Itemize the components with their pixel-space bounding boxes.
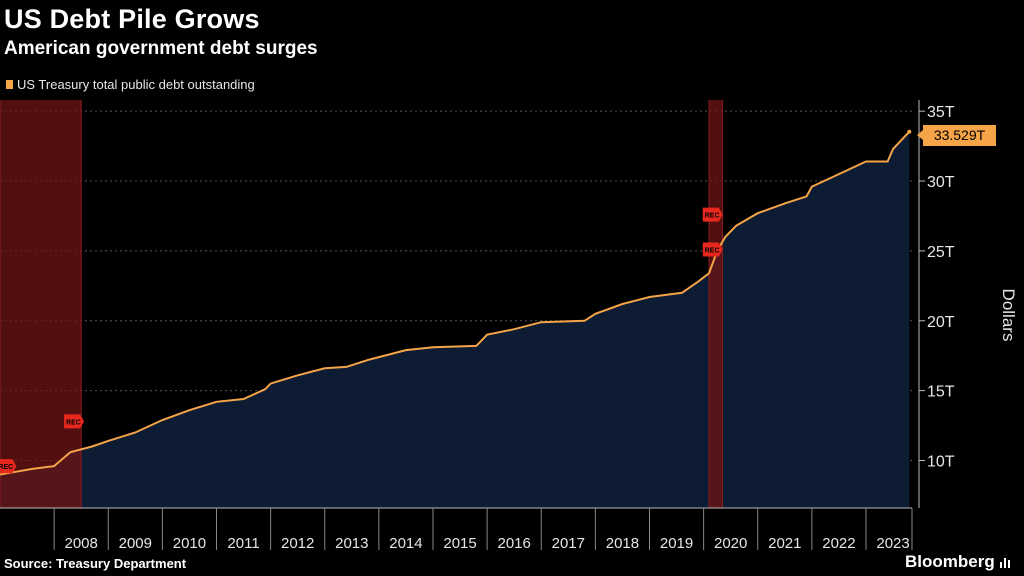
- x-tick-label: 2018: [606, 535, 639, 552]
- rec-marker: REC: [702, 242, 723, 257]
- x-tick-label: 2013: [335, 535, 368, 552]
- rec-marker-shape: [0, 459, 17, 474]
- x-tick-label: 2016: [497, 535, 530, 552]
- chart-title: US Debt Pile Grows: [4, 4, 260, 34]
- rec-marker-label: REC: [66, 419, 81, 426]
- rec-marker: REC: [64, 414, 85, 429]
- chart-subtitle: American government debt surges: [4, 38, 318, 59]
- x-tick-label: 2021: [768, 535, 801, 552]
- y-tick-label: 35T: [927, 104, 955, 121]
- rec-marker-shape: [702, 207, 723, 222]
- x-tick-label: 2020: [714, 535, 747, 552]
- y-tick-label: 25T: [927, 244, 955, 261]
- rec-marker-shape: [64, 414, 85, 429]
- last-value-badge: 33.529T: [917, 125, 996, 146]
- brand-logo: Bloomberg: [905, 552, 1011, 572]
- rec-marker: REC: [0, 459, 17, 474]
- rec-marker-shape: [702, 242, 723, 257]
- x-tick-label: 2009: [119, 535, 152, 552]
- x-tick-label: 2010: [173, 535, 206, 552]
- bar-chart-icon: [999, 558, 1010, 568]
- x-tick-label: 2017: [552, 535, 585, 552]
- legend: US Treasury total public debt outstandin…: [6, 77, 255, 92]
- rec-marker-label: REC: [705, 248, 720, 255]
- rec-marker: REC: [702, 207, 723, 222]
- recession-band: [0, 100, 82, 508]
- recession-band: [709, 100, 723, 508]
- series-area: [0, 131, 910, 508]
- y-tick-label: 30T: [927, 174, 955, 191]
- y-tick-label: 15T: [927, 384, 955, 401]
- x-tick-label: 2012: [281, 535, 314, 552]
- rec-marker-label: REC: [705, 213, 720, 220]
- y-tick-label: 10T: [927, 453, 955, 470]
- x-tick-label: 2023: [876, 535, 909, 552]
- legend-swatch: [6, 80, 13, 89]
- x-tick-label: 2008: [64, 535, 97, 552]
- rec-marker-label: REC: [0, 464, 13, 471]
- y-axis-label: Dollars: [999, 288, 1018, 342]
- x-tick-label: 2022: [822, 535, 855, 552]
- brand-name: Bloomberg: [905, 552, 995, 571]
- y-tick-label: 20T: [927, 314, 955, 331]
- x-tick-label: 2019: [660, 535, 693, 552]
- source-note: Source: Treasury Department: [4, 556, 187, 571]
- x-tick-label: 2015: [443, 535, 476, 552]
- series-line: [0, 131, 911, 476]
- series-endpoint: [907, 129, 912, 134]
- x-tick-label: 2014: [389, 535, 422, 552]
- legend-label: US Treasury total public debt outstandin…: [17, 77, 255, 92]
- x-tick-label: 2011: [227, 535, 259, 552]
